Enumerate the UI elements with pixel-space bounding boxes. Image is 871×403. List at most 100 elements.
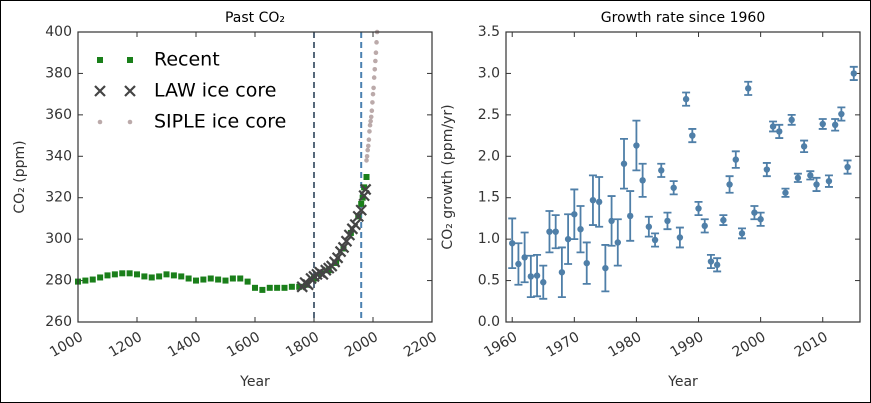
y-tick-label: 3.5: [478, 24, 500, 40]
point: [281, 284, 288, 291]
y-tick-label: 320: [45, 190, 72, 206]
point: [670, 184, 677, 191]
point: [364, 158, 369, 163]
point: [274, 284, 281, 291]
point: [349, 218, 362, 231]
y-tick-label: 360: [45, 107, 72, 123]
x-axis-label: Year: [239, 374, 270, 390]
point: [713, 261, 721, 269]
y-tick-label: 1.0: [478, 231, 500, 247]
point: [365, 147, 370, 153]
point: [343, 229, 356, 241]
x-axis-label: Year: [667, 374, 698, 390]
point: [355, 204, 367, 216]
point: [119, 270, 126, 277]
point: [367, 122, 373, 128]
point: [533, 272, 541, 279]
y-tick-label: 2.5: [478, 107, 500, 123]
point: [363, 174, 370, 180]
point: [97, 274, 104, 281]
legend-marker: [94, 85, 106, 97]
y-tick-label: 3.0: [478, 65, 500, 81]
point: [788, 116, 795, 124]
point: [540, 279, 547, 286]
point: [368, 114, 374, 120]
y-axis-label: CO₂ growth (ppm/yr): [440, 104, 456, 249]
point: [726, 181, 733, 188]
point: [111, 271, 118, 278]
point: [373, 50, 379, 56]
point: [571, 211, 578, 218]
point: [370, 91, 376, 97]
y-tick-label: 340: [45, 148, 72, 164]
point: [509, 240, 516, 247]
point: [813, 181, 820, 188]
point: [364, 153, 370, 159]
legend-label: SIPLE ice core: [154, 111, 286, 133]
point: [369, 108, 375, 114]
point: [215, 276, 222, 283]
point: [633, 142, 640, 149]
point: [372, 66, 378, 72]
point: [373, 58, 378, 64]
y-tick-label: 260: [45, 314, 72, 330]
point: [838, 110, 845, 118]
point: [527, 273, 535, 280]
point: [546, 228, 553, 235]
point: [658, 167, 665, 174]
point: [695, 205, 702, 212]
point: [689, 132, 696, 139]
point: [156, 273, 163, 280]
point: [193, 277, 199, 284]
point: [337, 241, 350, 254]
point: [288, 283, 295, 290]
legend-marker: [127, 119, 133, 125]
point: [844, 163, 851, 171]
point: [302, 278, 314, 291]
point: [651, 236, 659, 244]
chart-title: Growth rate since 1960: [601, 10, 765, 26]
point: [178, 273, 185, 280]
point: [82, 277, 89, 284]
point: [244, 278, 251, 285]
point: [104, 272, 111, 279]
point: [564, 235, 572, 243]
point: [359, 183, 372, 196]
point: [340, 235, 353, 247]
y-tick-label: 2.0: [478, 148, 500, 164]
point: [745, 85, 752, 92]
point: [682, 95, 690, 103]
y-tick-label: 380: [45, 65, 72, 81]
point: [126, 270, 133, 277]
point: [701, 222, 708, 230]
point: [732, 156, 739, 163]
point: [170, 272, 177, 279]
point: [583, 259, 590, 267]
point: [807, 172, 814, 179]
point: [374, 40, 379, 45]
point: [207, 275, 214, 282]
y-tick-label: 1.5: [478, 190, 500, 206]
point: [358, 200, 365, 207]
legend-marker: [124, 85, 136, 97]
point: [639, 177, 646, 184]
point: [296, 283, 303, 290]
legend-label: LAW ice core: [154, 80, 276, 102]
point: [367, 129, 372, 134]
point: [229, 275, 236, 282]
point: [757, 216, 764, 223]
point: [577, 226, 584, 233]
point: [252, 284, 258, 291]
point: [89, 276, 96, 283]
point: [819, 120, 826, 128]
legend-marker: [127, 57, 133, 63]
point: [552, 228, 559, 235]
point: [365, 143, 371, 149]
point: [370, 100, 375, 105]
point: [664, 217, 671, 225]
legend-label: Recent: [154, 49, 220, 71]
point: [148, 274, 155, 281]
point: [266, 284, 273, 291]
